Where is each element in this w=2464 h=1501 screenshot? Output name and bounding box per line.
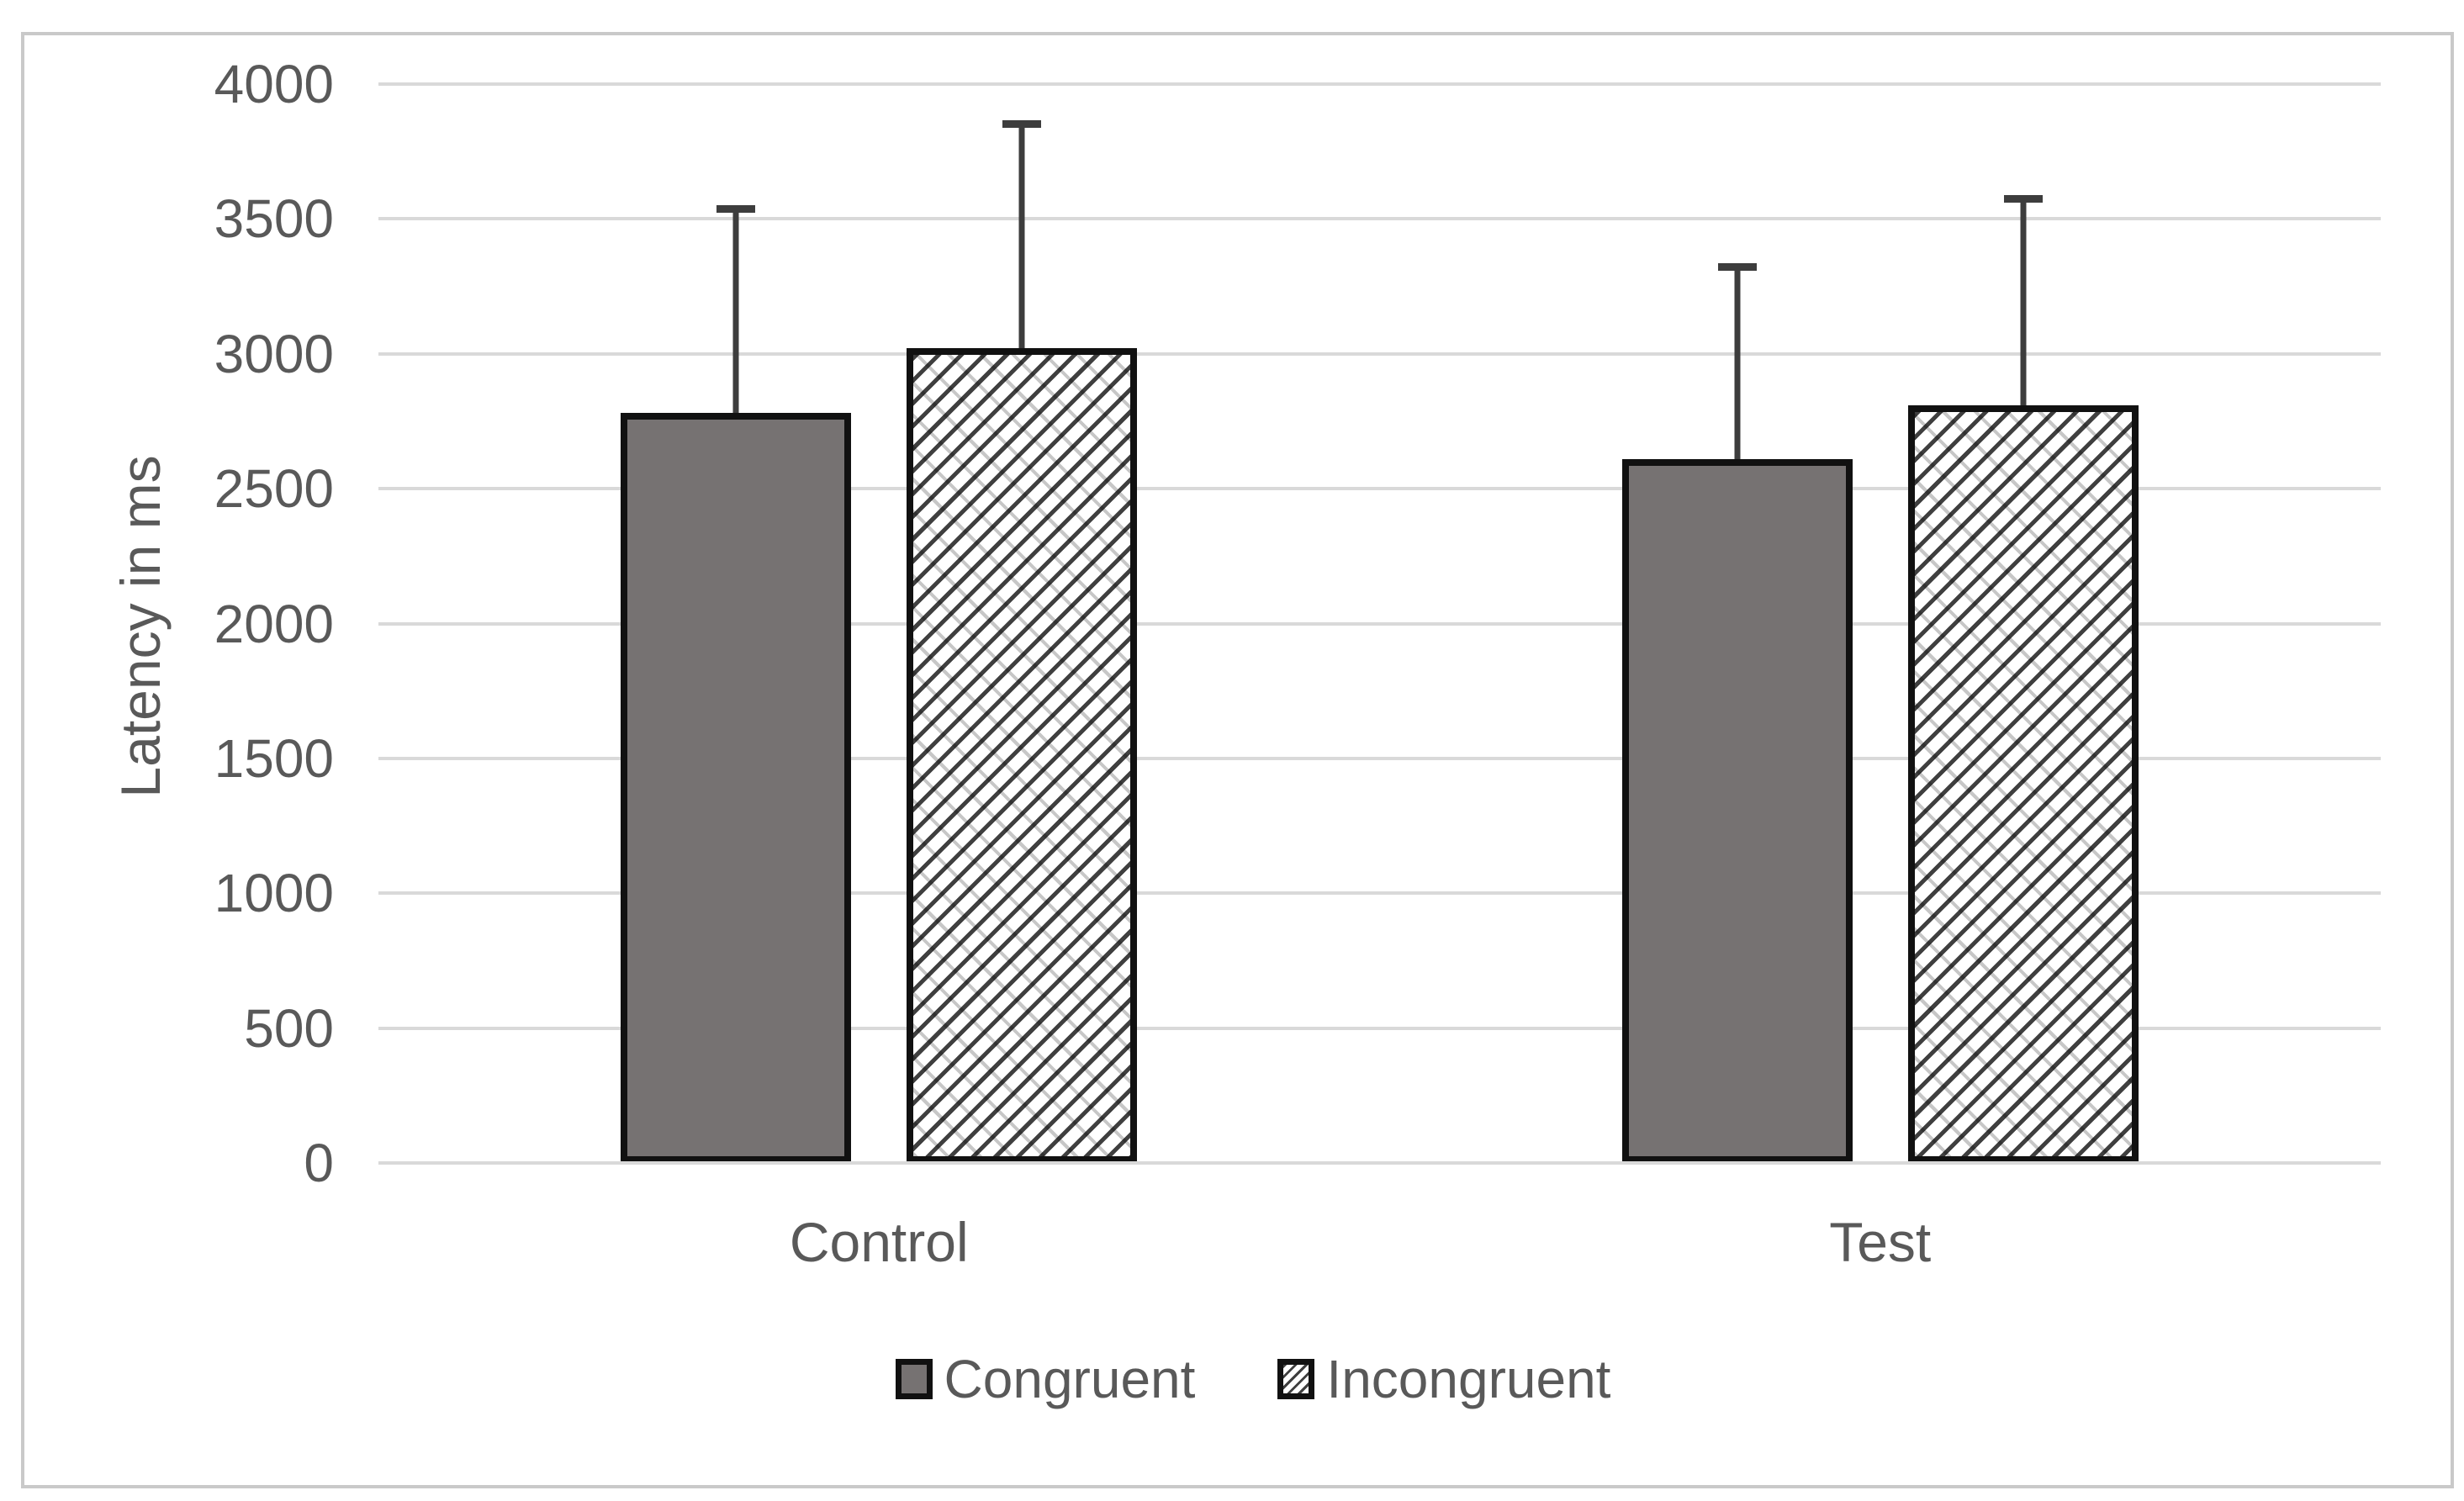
gridline (378, 1026, 2381, 1030)
error-bar (732, 208, 739, 414)
error-bar (1734, 266, 1741, 459)
x-category-label-control: Control (789, 1211, 969, 1273)
error-bar (2020, 198, 2027, 405)
y-tick-label: 3500 (214, 188, 334, 250)
error-bar-cap (1717, 262, 1757, 271)
bar-congruent-test (1621, 458, 1853, 1163)
bar-incongruent-test (1907, 404, 2139, 1163)
bar-incongruent-control (907, 348, 1138, 1163)
legend-swatch-hatch-icon (1277, 1359, 1315, 1399)
gridline (378, 891, 2381, 896)
legend-item-incongruent: Incongruent (1277, 1348, 1610, 1410)
gridline (378, 82, 2381, 86)
legend-label: Congruent (944, 1349, 1196, 1409)
y-tick-label: 3000 (214, 323, 334, 384)
plot-area (378, 82, 2381, 1163)
legend-label: Incongruent (1326, 1349, 1611, 1409)
gridline (378, 217, 2381, 221)
error-bar-cap (2003, 195, 2043, 203)
y-tick-label: 4000 (214, 54, 334, 114)
gridline (378, 351, 2381, 356)
gridline (378, 487, 2381, 491)
legend: Congruent Incongruent (378, 1345, 2128, 1413)
x-category-label-test: Test (1829, 1211, 1932, 1273)
gridline (378, 621, 2381, 626)
error-bar-cap (716, 204, 756, 213)
error-bar-cap (1002, 119, 1042, 128)
y-tick-label: 500 (244, 997, 334, 1059)
y-tick-label: 2000 (214, 593, 334, 654)
x-axis-line (378, 1161, 2381, 1165)
y-tick-label: 0 (304, 1133, 334, 1193)
bar-congruent-control (621, 413, 852, 1163)
y-axis-title: Latency in ms (109, 455, 172, 798)
error-bar (1018, 123, 1025, 349)
legend-item-congruent: Congruent (895, 1348, 1196, 1410)
y-tick-label: 1000 (214, 863, 334, 924)
y-tick-label: 2500 (214, 458, 334, 520)
gridline (378, 756, 2381, 760)
y-tick-label: 1500 (214, 727, 334, 789)
legend-swatch-solid-icon (895, 1359, 933, 1399)
